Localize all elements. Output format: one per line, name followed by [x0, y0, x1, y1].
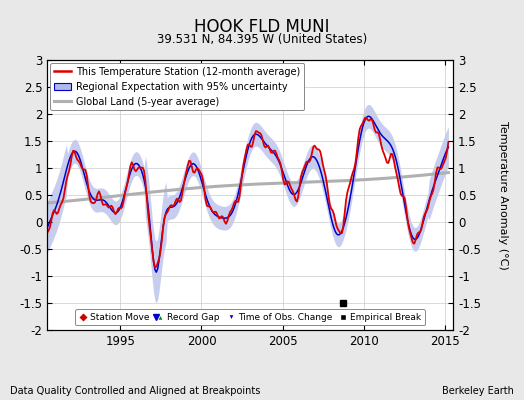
Text: HOOK FLD MUNI: HOOK FLD MUNI — [194, 18, 330, 36]
Text: 39.531 N, 84.395 W (United States): 39.531 N, 84.395 W (United States) — [157, 33, 367, 46]
Y-axis label: Temperature Anomaly (°C): Temperature Anomaly (°C) — [498, 121, 508, 269]
Text: Berkeley Earth: Berkeley Earth — [442, 386, 514, 396]
Text: Data Quality Controlled and Aligned at Breakpoints: Data Quality Controlled and Aligned at B… — [10, 386, 261, 396]
Legend: Station Move, Record Gap, Time of Obs. Change, Empirical Break: Station Move, Record Gap, Time of Obs. C… — [75, 309, 425, 326]
